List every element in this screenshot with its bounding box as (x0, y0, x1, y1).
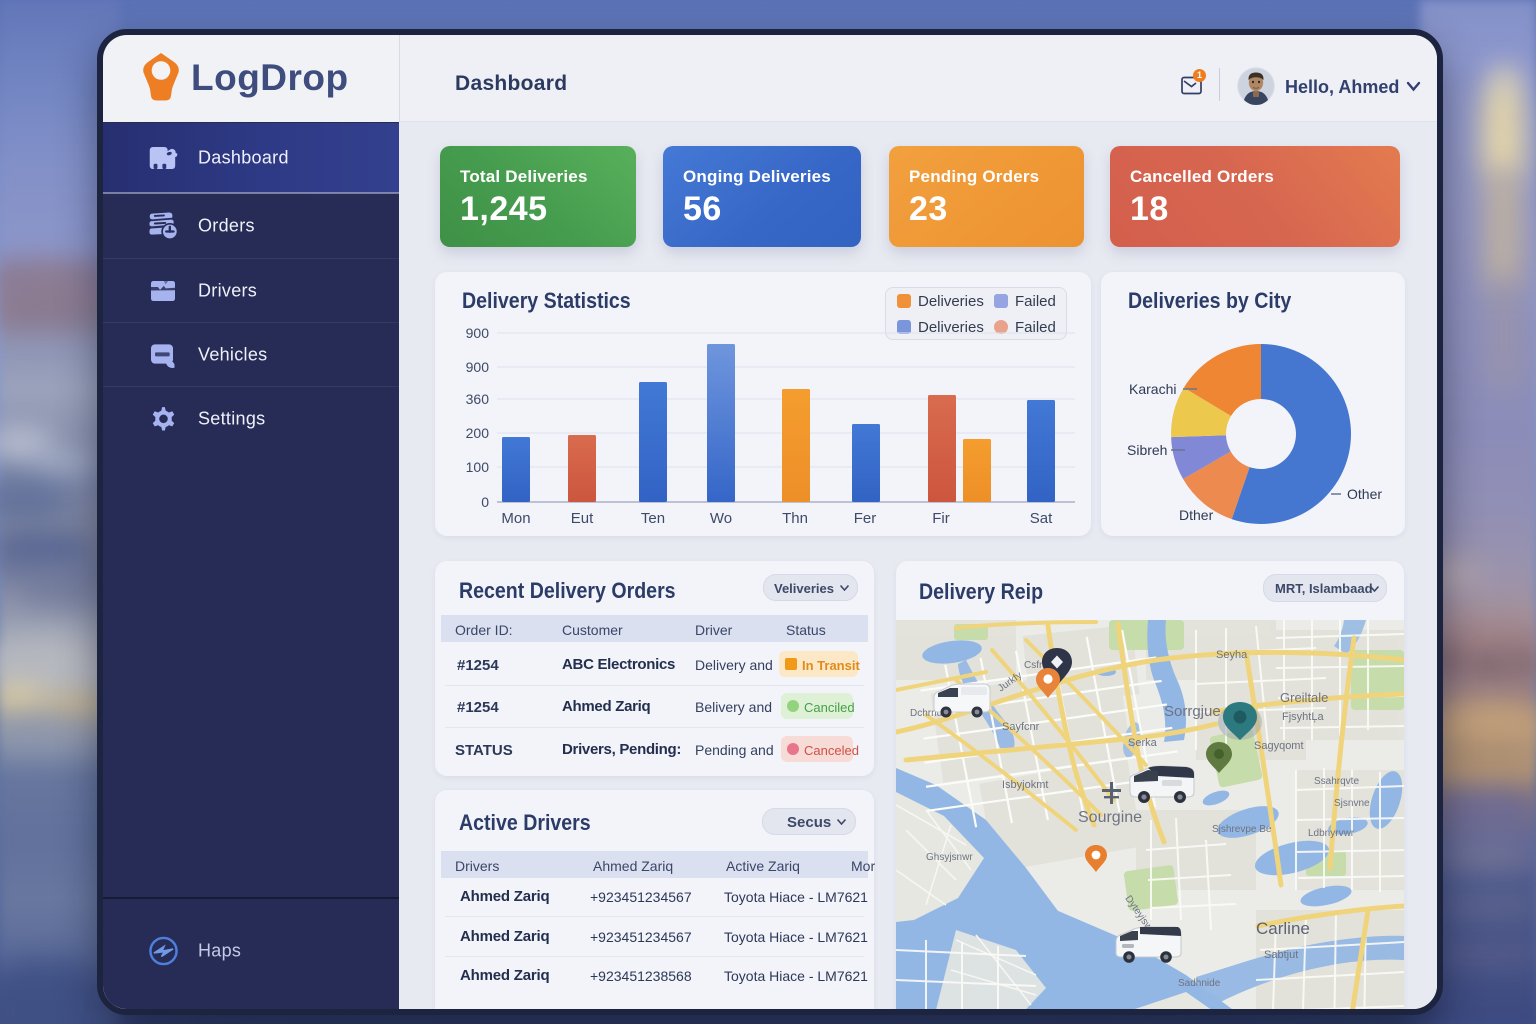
svg-text:Greiltale: Greiltale (1280, 690, 1328, 705)
svg-text:Sat: Sat (1030, 510, 1053, 527)
svg-text:Isbyjokmt: Isbyjokmt (1002, 779, 1048, 791)
svg-text:Fer: Fer (854, 510, 877, 527)
svg-text:Fir: Fir (932, 510, 950, 527)
svg-text:Sabtjut: Sabtjut (1264, 949, 1298, 961)
svg-text:200: 200 (466, 425, 490, 441)
svg-text:Sjsnvne: Sjsnvne (1334, 798, 1370, 809)
svg-text:Ghsyjsnwr: Ghsyjsnwr (926, 852, 973, 863)
svg-text:100: 100 (466, 459, 490, 475)
svg-text:Thn: Thn (782, 510, 808, 527)
svg-text:Csfrvhs: Csfrvhs (1024, 660, 1058, 671)
svg-text:Eut: Eut (571, 510, 594, 527)
svg-text:0: 0 (481, 494, 489, 510)
svg-text:Seyha: Seyha (1216, 649, 1248, 661)
svg-text:900: 900 (466, 325, 490, 341)
svg-text:Sagyqomt: Sagyqomt (1254, 740, 1304, 752)
svg-text:Mon: Mon (501, 510, 530, 527)
svg-text:Dther: Dther (1179, 507, 1214, 523)
svg-text:Sorrgjue: Sorrgjue (1164, 703, 1221, 720)
svg-text:Ssahrqvte: Ssahrqvte (1314, 776, 1359, 787)
svg-text:Ten: Ten (641, 510, 665, 527)
svg-text:900: 900 (466, 359, 490, 375)
svg-text:Carline: Carline (1256, 919, 1310, 938)
svg-text:Ldbnyrvwr: Ldbnyrvwr (1308, 828, 1355, 839)
svg-text:Karachi: Karachi (1129, 381, 1176, 397)
svg-text:Sayfcnr: Sayfcnr (1002, 721, 1040, 733)
svg-text:Sjshrevpe Be: Sjshrevpe Be (1212, 824, 1272, 835)
svg-text:Sourgine: Sourgine (1078, 809, 1142, 826)
svg-text:Sadhnide: Sadhnide (1178, 978, 1221, 989)
svg-text:360: 360 (466, 391, 490, 407)
svg-text:Other: Other (1347, 486, 1382, 502)
svg-text:Serka: Serka (1128, 737, 1158, 749)
svg-text:Sibreh: Sibreh (1127, 442, 1167, 458)
svg-text:Wo: Wo (710, 510, 732, 527)
svg-text:Dchrnut: Dchrnut (910, 708, 945, 719)
svg-text:FjsyhtĻa: FjsyhtĻa (1282, 711, 1324, 723)
